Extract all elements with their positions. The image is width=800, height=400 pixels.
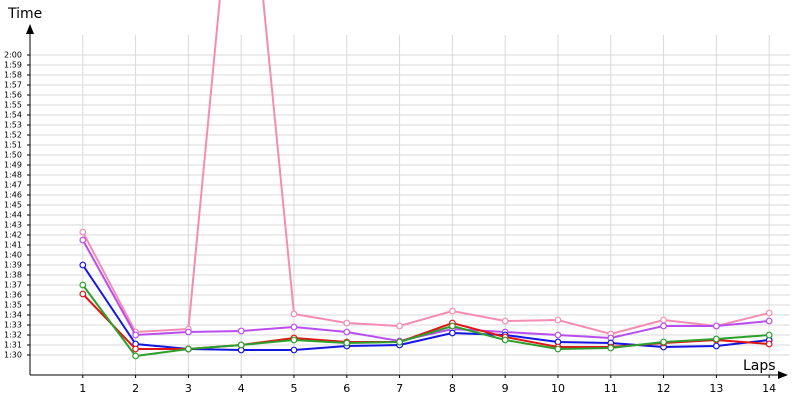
- x-axis-arrow: [778, 371, 788, 379]
- point-marker: [765, 317, 773, 325]
- y-tick-label: 1:33: [4, 321, 22, 330]
- y-tick-label: 1:38: [4, 271, 22, 280]
- y-tick-label: 1:55: [4, 101, 22, 110]
- y-tick-label: 1:45: [4, 201, 22, 210]
- point-marker: [290, 336, 298, 344]
- y-tick-label: 1:31: [4, 341, 22, 350]
- x-tick-label: 7: [396, 382, 403, 395]
- point-marker: [396, 338, 403, 346]
- point-marker: [554, 331, 562, 339]
- x-tick-label: 10: [551, 382, 565, 395]
- point-marker: [554, 345, 562, 353]
- point-marker: [396, 322, 403, 330]
- x-tick-label: 14: [762, 382, 776, 395]
- y-tick-label: 1:58: [4, 71, 22, 80]
- point-marker: [660, 322, 667, 330]
- point-marker: [132, 345, 139, 353]
- x-tick-label: 5: [290, 382, 297, 395]
- y-tick-label: 1:34: [4, 311, 22, 320]
- point-marker: [290, 323, 298, 331]
- point-marker: [237, 341, 245, 349]
- point-marker: [554, 316, 562, 324]
- point-marker: [132, 352, 139, 360]
- point-marker: [448, 307, 456, 315]
- series-line: [81, 264, 770, 351]
- y-tick-label: 1:42: [4, 231, 22, 240]
- point-marker: [290, 310, 298, 318]
- point-marker: [660, 316, 667, 324]
- grid: [30, 35, 790, 375]
- point-marker: [765, 340, 773, 348]
- x-tick-label: 9: [502, 382, 509, 395]
- point-marker: [765, 309, 773, 317]
- point-marker: [501, 336, 509, 344]
- y-tick-label: 1:32: [4, 331, 22, 340]
- point-marker: [712, 342, 720, 350]
- y-tick-label: 1:59: [4, 61, 22, 70]
- y-tick-label: 1:57: [4, 81, 22, 90]
- point-marker: [132, 331, 139, 339]
- point-marker: [184, 328, 192, 336]
- y-axis-arrow: [26, 24, 34, 34]
- y-tick-label: 1:47: [4, 181, 22, 190]
- point-marker: [79, 290, 87, 298]
- y-tick-label: 1:54: [4, 111, 22, 120]
- y-tick-label: 1:48: [4, 171, 22, 180]
- y-axis-label: Time: [7, 6, 42, 22]
- point-marker: [343, 339, 351, 347]
- point-marker: [343, 328, 351, 336]
- y-tick-label: 1:36: [4, 291, 22, 300]
- y-tick-label: 1:53: [4, 121, 22, 130]
- x-tick-label: 13: [709, 382, 723, 395]
- y-tick-label: 1:30: [4, 351, 22, 360]
- point-marker: [237, 327, 245, 335]
- x-tick-label: 1: [79, 382, 86, 395]
- x-tick-label: 2: [132, 382, 139, 395]
- y-tick-label: 1:49: [4, 161, 22, 170]
- y-tick-label: 1:41: [4, 241, 22, 250]
- y-tick-label: 1:37: [4, 281, 22, 290]
- y-tick-label: 1:43: [4, 221, 22, 230]
- y-tick-label: 1:51: [4, 141, 22, 150]
- x-tick-label: 12: [657, 382, 671, 395]
- point-marker: [660, 338, 667, 346]
- y-tick-label: 1:35: [4, 301, 22, 310]
- series-line: [81, 0, 770, 336]
- point-marker: [290, 346, 298, 354]
- point-marker: [184, 345, 192, 353]
- point-marker: [79, 261, 87, 269]
- y-tick-label: 2:00: [4, 51, 22, 60]
- point-marker: [79, 236, 87, 244]
- x-tick-label: 4: [238, 382, 245, 395]
- y-tick-label: 1:40: [4, 251, 22, 260]
- y-tick-label: 1:46: [4, 191, 22, 200]
- plot-area: [79, 0, 773, 360]
- y-tick-label: 1:44: [4, 211, 22, 220]
- point-marker: [712, 335, 720, 343]
- x-tick-label: 3: [185, 382, 192, 395]
- point-marker: [448, 329, 456, 337]
- point-marker: [765, 331, 773, 339]
- point-marker: [79, 281, 87, 289]
- series-line: [81, 284, 770, 358]
- x-tick-label: 6: [343, 382, 350, 395]
- point-marker: [501, 317, 509, 325]
- y-tick-label: 1:39: [4, 261, 22, 270]
- y-tick-label: 1:50: [4, 151, 22, 160]
- x-axis-label: Laps: [743, 358, 776, 374]
- point-marker: [607, 344, 615, 352]
- point-marker: [712, 322, 720, 330]
- x-tick-label: 11: [604, 382, 618, 395]
- point-marker: [343, 319, 351, 327]
- y-tick-label: 1:56: [4, 91, 22, 100]
- y-tick-label: 1:52: [4, 131, 22, 140]
- x-tick-label: 8: [449, 382, 456, 395]
- point-marker: [79, 228, 87, 236]
- point-marker: [448, 322, 456, 330]
